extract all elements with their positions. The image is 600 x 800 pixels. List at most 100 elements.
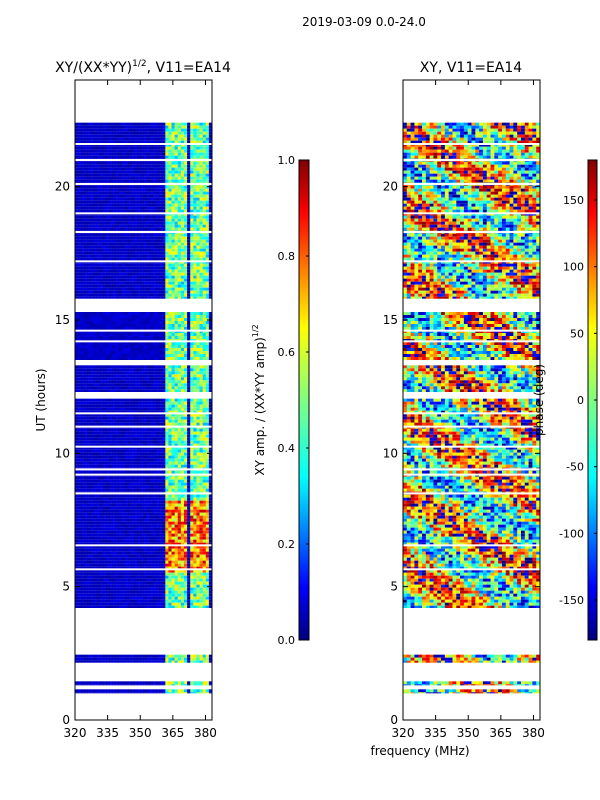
heatmap-cell — [202, 521, 207, 525]
heatmap-cell — [84, 527, 88, 531]
heatmap-cell — [146, 321, 151, 324]
heatmap-cell — [146, 315, 151, 318]
heatmap-cell — [190, 380, 194, 384]
heatmap-cell — [171, 416, 176, 420]
heatmap-cell — [180, 506, 185, 510]
heatmap-cell — [81, 416, 85, 420]
heatmap-cell — [162, 354, 166, 357]
heatmap-cell — [202, 336, 207, 339]
heatmap-cell — [202, 383, 207, 387]
heatmap-cell — [159, 563, 163, 567]
heatmap-cell — [174, 365, 179, 369]
heatmap-cell — [152, 518, 157, 522]
heatmap-cell — [84, 575, 88, 579]
heatmap-cell — [199, 389, 204, 392]
heatmap-cell — [146, 660, 151, 663]
heatmap-cell — [190, 470, 194, 474]
heatmap-cell — [124, 374, 129, 378]
heatmap-cell — [118, 464, 123, 468]
heatmap-cell — [106, 348, 110, 351]
heatmap-cell — [171, 497, 176, 501]
heatmap-cell — [87, 318, 91, 321]
heatmap-cell — [187, 563, 191, 567]
heatmap-cell — [177, 380, 182, 384]
heatmap-cell — [87, 464, 91, 468]
heatmap-cell — [190, 557, 194, 561]
heatmap-cell — [146, 318, 151, 321]
heatmap-cell — [171, 342, 176, 345]
heatmap-cell — [162, 389, 166, 392]
heatmap-cell — [190, 315, 194, 318]
heatmap-cell — [109, 654, 113, 658]
heatmap-cell — [99, 536, 104, 540]
heatmap-cell — [196, 410, 200, 414]
heatmap-cell — [155, 327, 160, 330]
heatmap-cell — [190, 488, 194, 492]
heatmap-cell — [78, 386, 82, 390]
heatmap-cell — [187, 125, 191, 129]
heatmap-cell — [183, 431, 188, 435]
heatmap-cell — [165, 548, 169, 552]
heatmap-cell — [180, 327, 185, 330]
heatmap-cell — [196, 464, 200, 468]
heatmap-cell — [87, 327, 91, 330]
heatmap-cell — [90, 602, 95, 606]
heatmap-cell — [106, 455, 110, 459]
heatmap-cell — [143, 419, 148, 423]
heatmap-cell — [174, 380, 179, 384]
heatmap-cell — [208, 599, 212, 603]
heatmap-cell — [106, 368, 110, 372]
heatmap-cell — [165, 500, 169, 504]
heatmap-cell — [146, 312, 151, 315]
heatmap-cell — [124, 518, 129, 522]
heatmap-cell — [131, 321, 135, 324]
heatmap-cell — [131, 569, 135, 573]
heatmap-cell — [121, 437, 126, 441]
heatmap-cell — [171, 434, 176, 438]
heatmap-cell — [159, 428, 163, 432]
heatmap-cell — [118, 377, 123, 381]
heatmap-cell — [155, 137, 160, 141]
heatmap-cell — [187, 660, 191, 663]
heatmap-cell — [90, 371, 95, 375]
heatmap-cell — [190, 566, 194, 570]
heatmap-cell — [109, 333, 113, 336]
heatmap-cell — [155, 312, 160, 315]
heatmap-cell — [196, 419, 200, 423]
heatmap-cell — [208, 324, 212, 327]
heatmap-cell — [190, 533, 194, 537]
heatmap-cell — [118, 596, 123, 600]
heatmap-cell — [87, 566, 91, 570]
heatmap-cell — [149, 348, 154, 351]
heatmap-cell — [202, 494, 207, 498]
heatmap-cell — [162, 416, 166, 420]
heatmap-cell — [143, 342, 148, 345]
heatmap-cell — [75, 572, 79, 576]
heatmap-cell — [193, 351, 197, 354]
heatmap-cell — [168, 692, 172, 694]
heatmap-cell — [149, 536, 154, 540]
heatmap-cell — [190, 548, 194, 552]
heatmap-cell — [121, 593, 126, 597]
heatmap-cell — [152, 410, 157, 414]
heatmap-cell — [205, 527, 210, 531]
heatmap-cell — [174, 410, 179, 414]
heatmap-cell — [103, 149, 107, 153]
heatmap-cell — [112, 318, 116, 321]
heatmap-cell — [171, 149, 176, 153]
heatmap-cell — [93, 431, 98, 435]
heatmap-cell — [99, 602, 104, 606]
heatmap-cell — [109, 660, 113, 663]
heatmap-cell — [165, 524, 169, 528]
heatmap-cell — [78, 461, 82, 465]
heatmap-cell — [174, 348, 179, 351]
heatmap-cell — [87, 342, 91, 345]
heatmap-cell — [93, 599, 98, 603]
heatmap-cell — [168, 431, 172, 435]
heatmap-cell — [143, 524, 148, 528]
heatmap-cell — [140, 342, 144, 345]
heatmap-cell — [168, 398, 172, 402]
heatmap-cell — [124, 368, 129, 372]
heatmap-cell — [159, 122, 163, 126]
heatmap-cell — [115, 419, 119, 423]
